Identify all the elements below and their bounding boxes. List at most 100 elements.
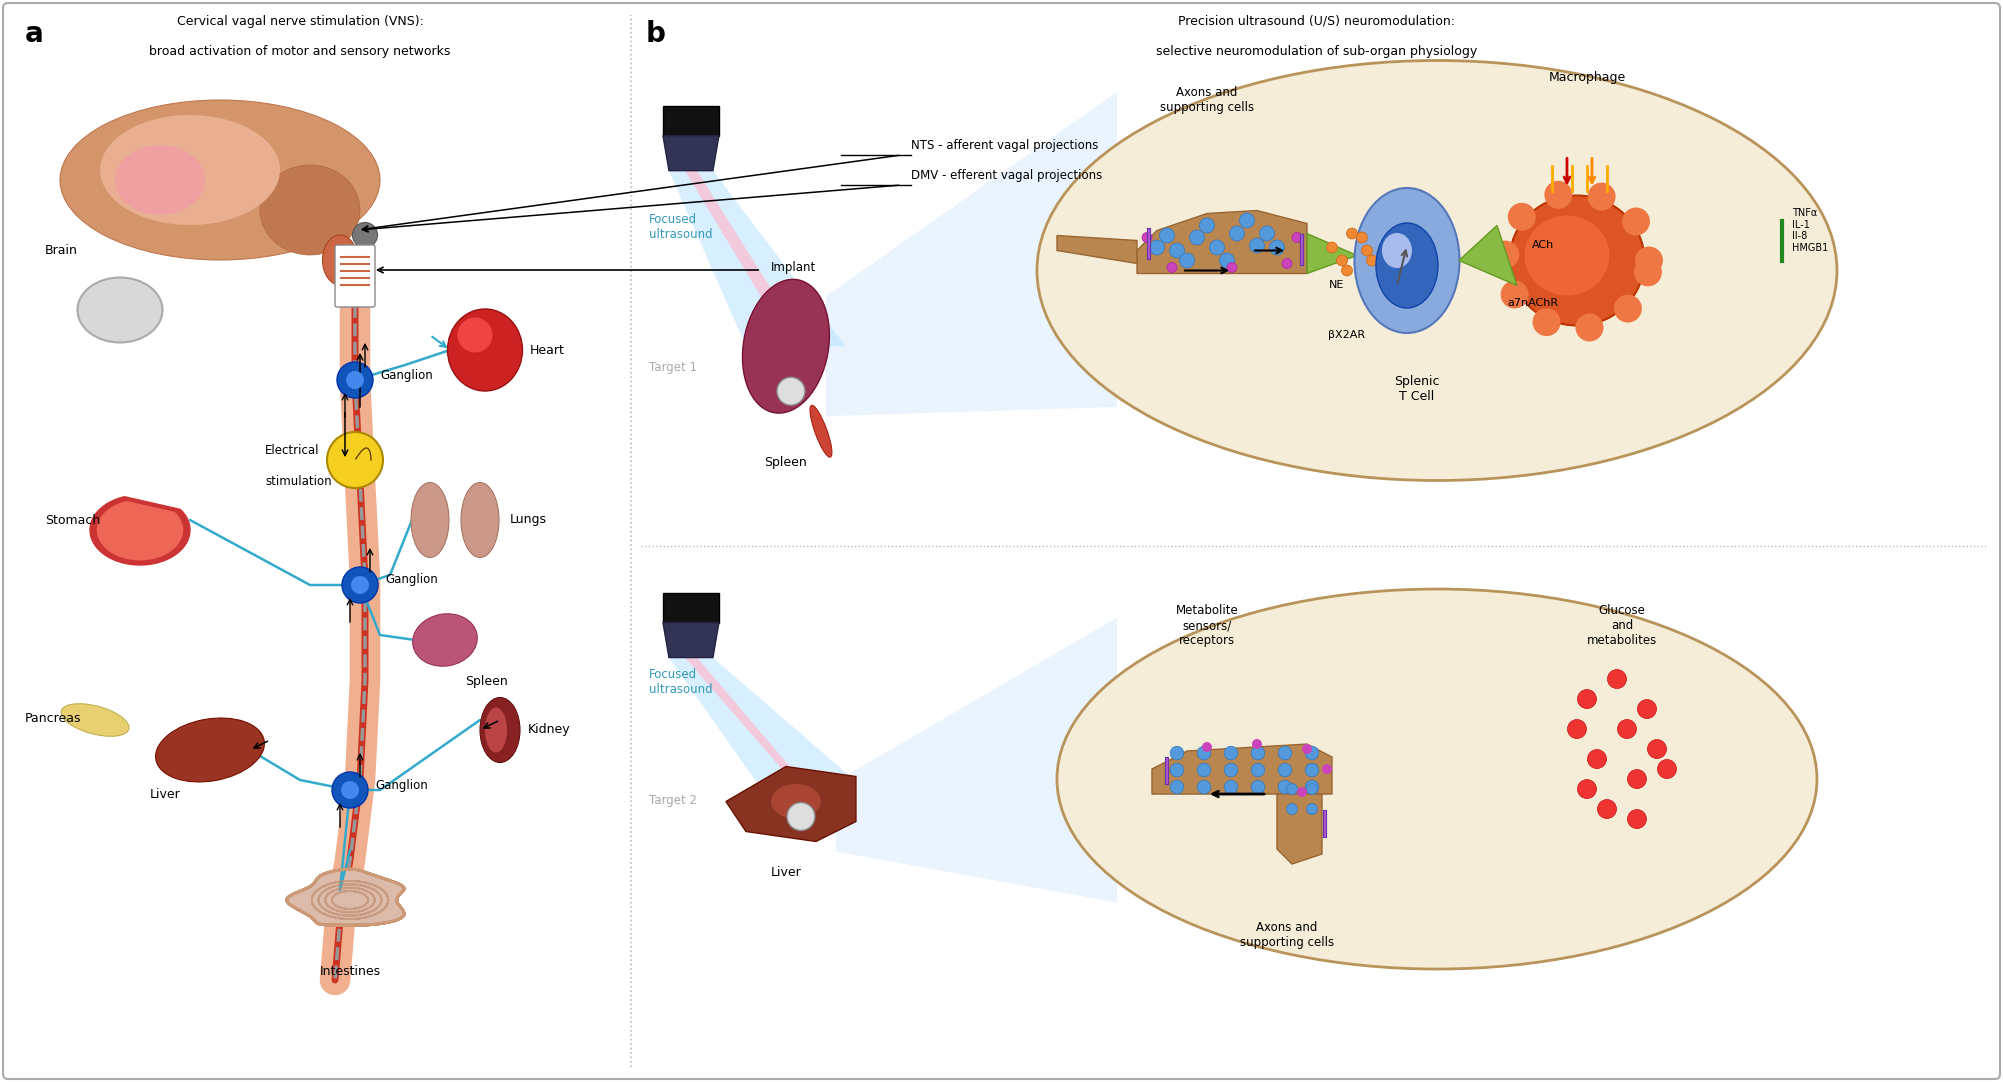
Circle shape	[1224, 780, 1238, 794]
Text: Ganglion: Ganglion	[375, 779, 429, 792]
Circle shape	[1228, 263, 1238, 273]
Circle shape	[1282, 259, 1292, 268]
Text: Brain: Brain	[44, 243, 78, 256]
Text: b: b	[645, 19, 665, 48]
FancyBboxPatch shape	[335, 245, 375, 307]
Circle shape	[777, 378, 805, 406]
Circle shape	[1200, 217, 1214, 233]
Ellipse shape	[461, 483, 499, 557]
Circle shape	[1210, 240, 1224, 255]
Circle shape	[1160, 228, 1174, 243]
Ellipse shape	[771, 784, 821, 819]
Ellipse shape	[114, 145, 204, 215]
Text: βX2AR: βX2AR	[1328, 330, 1366, 341]
Circle shape	[1202, 742, 1212, 752]
Ellipse shape	[1382, 233, 1412, 268]
Circle shape	[1544, 181, 1572, 209]
Circle shape	[1326, 242, 1338, 253]
Circle shape	[1628, 769, 1646, 789]
Polygon shape	[685, 171, 803, 341]
Polygon shape	[90, 497, 190, 565]
Circle shape	[1322, 764, 1332, 774]
Polygon shape	[1278, 794, 1322, 865]
Circle shape	[1588, 750, 1606, 768]
Text: Target 1: Target 1	[649, 361, 697, 374]
Circle shape	[1614, 294, 1642, 322]
Circle shape	[1618, 720, 1636, 739]
Text: Metabolite
sensors/
receptors: Metabolite sensors/ receptors	[1176, 604, 1238, 647]
Ellipse shape	[411, 483, 449, 557]
Circle shape	[1576, 314, 1604, 342]
Polygon shape	[663, 622, 719, 658]
Polygon shape	[685, 658, 801, 779]
Circle shape	[1278, 747, 1292, 760]
Circle shape	[1336, 255, 1348, 266]
Polygon shape	[1308, 234, 1356, 274]
Circle shape	[1142, 233, 1152, 242]
Polygon shape	[1458, 225, 1516, 286]
Ellipse shape	[60, 100, 381, 260]
Text: stimulation: stimulation	[264, 475, 332, 488]
Circle shape	[1306, 804, 1318, 815]
Ellipse shape	[1354, 188, 1460, 333]
Circle shape	[1634, 247, 1662, 275]
Polygon shape	[98, 502, 182, 559]
Polygon shape	[825, 92, 1118, 417]
Circle shape	[351, 576, 369, 594]
Circle shape	[1250, 238, 1264, 253]
Circle shape	[1170, 747, 1184, 760]
Circle shape	[1224, 747, 1238, 760]
Ellipse shape	[260, 164, 361, 255]
Circle shape	[1588, 183, 1616, 211]
Circle shape	[1170, 243, 1184, 258]
Circle shape	[1306, 747, 1318, 760]
Polygon shape	[669, 171, 845, 346]
Circle shape	[1198, 780, 1210, 794]
Ellipse shape	[1376, 223, 1438, 308]
Ellipse shape	[60, 703, 128, 736]
Circle shape	[1356, 232, 1368, 243]
Circle shape	[1568, 720, 1586, 739]
Ellipse shape	[447, 309, 523, 391]
Circle shape	[1342, 265, 1352, 276]
Circle shape	[1532, 308, 1560, 337]
Circle shape	[1168, 263, 1178, 273]
Polygon shape	[725, 766, 855, 842]
Text: Ganglion: Ganglion	[385, 573, 439, 586]
Text: Macrophage: Macrophage	[1548, 70, 1626, 83]
Ellipse shape	[1038, 61, 1837, 480]
Ellipse shape	[413, 613, 477, 667]
Text: NTS - afferent vagal projections: NTS - afferent vagal projections	[911, 138, 1100, 151]
Circle shape	[1306, 780, 1318, 794]
Circle shape	[1638, 700, 1656, 718]
Ellipse shape	[353, 223, 377, 248]
Circle shape	[1366, 255, 1378, 266]
Circle shape	[1648, 739, 1666, 758]
Text: a: a	[24, 19, 44, 48]
Circle shape	[1362, 245, 1372, 256]
Polygon shape	[286, 869, 405, 925]
Circle shape	[1260, 226, 1274, 241]
Text: Stomach: Stomach	[44, 514, 100, 527]
Circle shape	[343, 567, 379, 603]
Circle shape	[1230, 226, 1244, 241]
Circle shape	[326, 432, 383, 488]
Text: Liver: Liver	[150, 788, 180, 801]
Ellipse shape	[156, 718, 264, 782]
Circle shape	[1302, 744, 1312, 754]
Circle shape	[1252, 780, 1264, 794]
Text: broad activation of motor and sensory networks: broad activation of motor and sensory ne…	[150, 45, 451, 58]
Text: selective neuromodulation of sub-organ physiology: selective neuromodulation of sub-organ p…	[1156, 45, 1478, 58]
Circle shape	[1240, 213, 1254, 228]
Circle shape	[1634, 259, 1662, 287]
Text: Focused
ultrasound: Focused ultrasound	[649, 213, 713, 241]
Text: Glucose
and
metabolites: Glucose and metabolites	[1586, 604, 1656, 647]
Ellipse shape	[485, 708, 507, 752]
Circle shape	[1170, 780, 1184, 794]
Ellipse shape	[481, 698, 521, 763]
Text: Precision ultrasound (U/S) neuromodulation:: Precision ultrasound (U/S) neuromodulati…	[1178, 15, 1456, 28]
Ellipse shape	[809, 406, 831, 458]
Circle shape	[1190, 230, 1204, 245]
Circle shape	[337, 362, 373, 398]
FancyBboxPatch shape	[2, 3, 2001, 1079]
